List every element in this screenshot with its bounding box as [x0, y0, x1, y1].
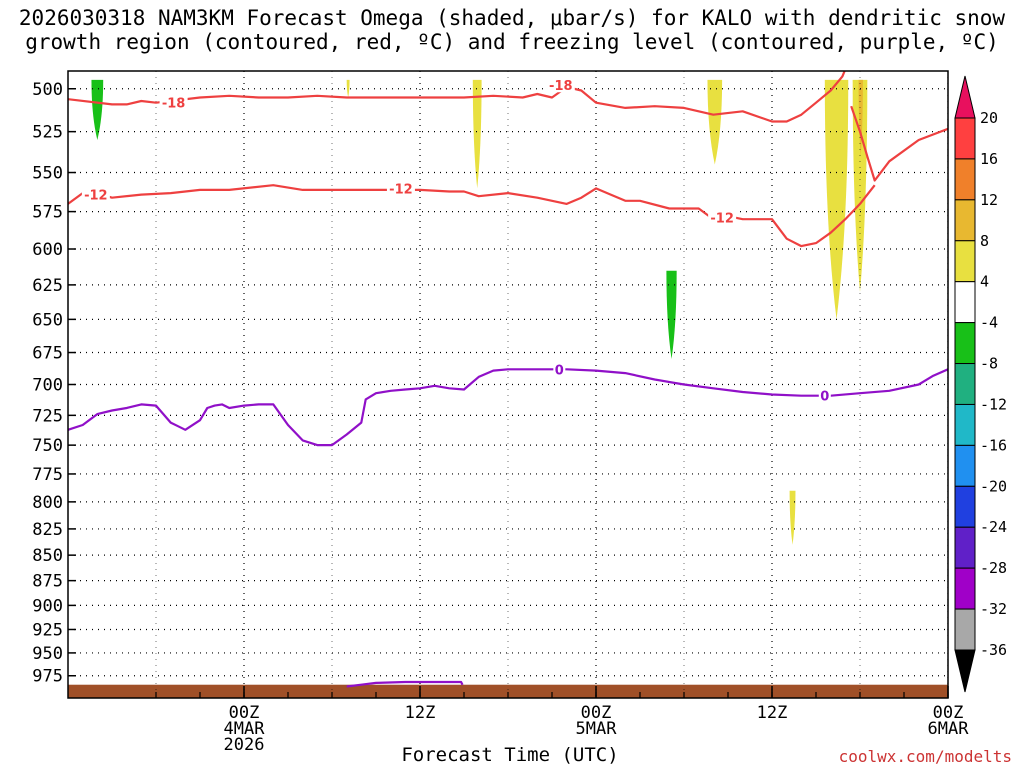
omega-shade-region [91, 79, 104, 140]
colorbar-swatch [954, 199, 976, 242]
y-tick-label: 875 [32, 572, 63, 592]
axes: 500 525 550 575 600 625 650 675 700 725 750 775 800 8… [32, 70, 970, 755]
omega-shade-region [789, 490, 796, 545]
colorbar-swatch [954, 403, 976, 446]
x-tick-label: 00Z [581, 703, 612, 723]
contour-label: -18 [549, 79, 573, 94]
colorbar-label: 12 [980, 191, 998, 209]
title-line-1: 2026030318 NAM3KM Forecast Omega (shaded… [18, 6, 1006, 30]
colorbar-swatch [954, 608, 976, 651]
contour-label-bg [546, 78, 575, 93]
y-tick-label: 975 [32, 667, 63, 687]
colorbar-bottom-triangle [954, 649, 976, 693]
colorbar-swatch [954, 444, 976, 487]
colorbar-label: -36 [980, 641, 1007, 659]
omega-shade-region [858, 79, 863, 157]
contour-label: -12 [710, 212, 734, 227]
contour-line-0 [68, 368, 948, 447]
colorbar-label: -20 [980, 477, 1007, 495]
contour-line-0 [346, 680, 464, 688]
colorbar-label: -12 [980, 395, 1007, 413]
contour-label: -12 [389, 182, 413, 197]
colorbar-top-triangle [954, 75, 976, 119]
y-tick-label: 900 [32, 596, 63, 616]
colorbar-swatch [954, 526, 976, 569]
y-tick-label: 675 [32, 344, 63, 364]
colorbar-swatch [954, 363, 976, 405]
title-line-2: growth region (contoured, red, ºC) and f… [25, 30, 999, 54]
y-tick-label: 500 [32, 80, 63, 100]
colorbar-label: -24 [980, 518, 1007, 536]
contour-line--18 [850, 105, 948, 182]
colorbar-label: 20 [980, 109, 998, 127]
colorbar-label: -8 [980, 355, 998, 373]
colorbar-label: 4 [980, 273, 989, 291]
omega-shade-region [707, 79, 723, 165]
y-tick-label: 950 [32, 644, 63, 664]
contour-label: 0 [555, 363, 564, 378]
contour-label: -18 [162, 97, 186, 112]
contour-label: 0 [820, 390, 829, 405]
colorbar-swatch [954, 281, 976, 324]
y-tick-label: 800 [32, 493, 63, 513]
credit-text: coolwx.com/modelts [838, 747, 1012, 766]
colorbar-swatch [954, 567, 976, 610]
omega-shade-region [824, 79, 849, 320]
omega-shade-region [666, 270, 677, 360]
y-tick-label: 525 [32, 123, 63, 143]
contour-line--18 [68, 71, 846, 123]
colorbar-swatch [954, 485, 976, 528]
colorbar-swatch [954, 158, 976, 201]
y-tick-label: 700 [32, 376, 63, 396]
colorbar-label: -28 [980, 559, 1007, 577]
contour-label-bg [81, 187, 110, 202]
x-tick-label: 6MAR [928, 719, 970, 739]
colorbar-swatch [954, 240, 976, 283]
y-tick-label: 550 [32, 164, 63, 184]
x-tick-label: 00Z [229, 703, 260, 723]
x-tick-label: 2026 [224, 735, 265, 755]
colorbar-swatch [954, 117, 976, 160]
x-tick-label: 5MAR [576, 719, 618, 739]
y-tick-label: 725 [32, 406, 63, 426]
y-tick-label: 850 [32, 546, 63, 566]
x-tick-label: 12Z [405, 703, 436, 723]
x-tick-label: 12Z [757, 703, 788, 723]
contour-line--12 [68, 184, 876, 248]
y-tick-label: 650 [32, 310, 63, 330]
omega-shade-region [472, 79, 482, 189]
y-tick-label: 925 [32, 620, 63, 640]
contour-label: -12 [84, 189, 108, 204]
colorbar-label: 8 [980, 232, 989, 250]
contour-label-bg [386, 181, 415, 196]
y-tick-label: 575 [32, 203, 63, 223]
y-tick-label: 600 [32, 240, 63, 260]
x-tick-label: 4MAR [224, 719, 266, 739]
colorbar-label: 16 [980, 150, 998, 168]
colorbar: 20 16 12 8 4 -4 -8 -12 -16 -20 -24 -28 -32 -36 [954, 75, 1007, 693]
contour-label-bg [818, 388, 831, 403]
omega-shade-region [346, 79, 350, 98]
plot-area: -18 -18 -12 -12 -12 0 0 [68, 71, 948, 698]
contour-label-bg [159, 95, 188, 110]
colorbar-label: -16 [980, 436, 1007, 454]
y-tick-label: 825 [32, 520, 63, 540]
y-tick-label: 750 [32, 436, 63, 456]
x-axis-title: Forecast Time (UTC) [401, 744, 619, 766]
x-tick-label: 00Z [933, 703, 964, 723]
colorbar-swatch [954, 322, 976, 365]
y-tick-label: 625 [32, 276, 63, 296]
colorbar-label: -4 [980, 314, 998, 332]
colorbar-label: -32 [980, 600, 1007, 618]
contour-label-bg [553, 362, 566, 377]
chart-title: 2026030318 NAM3KM Forecast Omega (shaded… [0, 6, 1024, 54]
y-tick-label: 775 [32, 465, 63, 485]
contour-label-bg [708, 210, 737, 225]
